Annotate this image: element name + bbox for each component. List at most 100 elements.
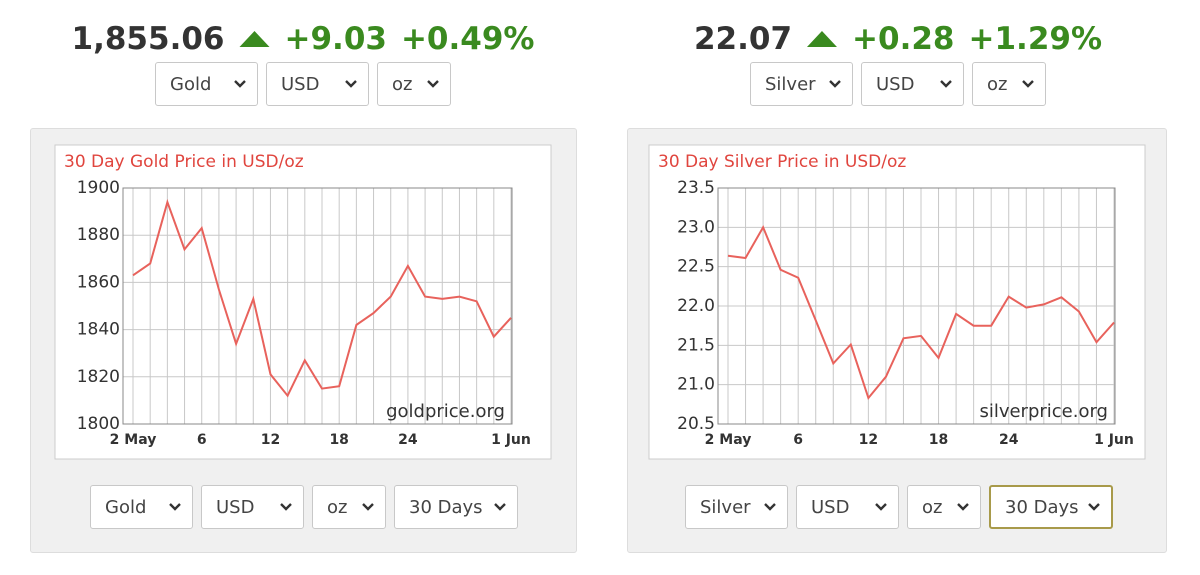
x-tick-label: 6	[793, 432, 803, 448]
chart-title: 30 Day Gold Price in USD/oz	[64, 152, 304, 172]
dropdown-label: USD	[876, 73, 915, 95]
chevron-path	[940, 80, 952, 88]
chevron	[957, 503, 969, 511]
dropdown-label: oz	[392, 73, 413, 95]
chevron-path	[362, 503, 374, 511]
chevron-path	[957, 503, 969, 511]
dropdown-label: oz	[987, 73, 1008, 95]
chevron	[940, 80, 952, 88]
chevron	[169, 503, 181, 511]
chart-title: 30 Day Silver Price in USD/oz	[658, 152, 906, 172]
up-arrow-shape	[807, 31, 838, 47]
dropdown-label: USD	[216, 496, 255, 518]
chevron-path	[345, 80, 357, 88]
chevron	[280, 503, 292, 511]
dropdown[interactable]: USD	[201, 485, 304, 529]
plot-border	[717, 187, 1116, 425]
change-percent: +0.49%	[400, 21, 535, 57]
dropdown[interactable]: Gold	[90, 485, 193, 529]
dropdown-label: oz	[922, 496, 943, 518]
y-tick-label: 1820	[77, 367, 120, 387]
change: +9.03	[284, 21, 387, 57]
x-tick-label: 1 Jun	[491, 432, 531, 448]
dropdown-label: 30 Days	[1005, 496, 1079, 518]
chevron-path	[280, 503, 292, 511]
x-tick-label: 12	[261, 432, 280, 448]
dropdown[interactable]: oz	[377, 62, 451, 106]
chevron	[494, 503, 506, 511]
dropdown-label: Gold	[170, 73, 212, 95]
y-tick-label: 23.0	[677, 217, 715, 237]
chevron	[362, 503, 374, 511]
dropdown[interactable]: USD	[861, 62, 964, 106]
x-tick-label: 1 Jun	[1094, 432, 1134, 448]
dropdown-label: USD	[281, 73, 320, 95]
y-tick-label: 1880	[77, 225, 120, 245]
x-tick-label: 18	[329, 432, 348, 448]
dropdown-label: Gold	[105, 496, 147, 518]
dropdown[interactable]: Silver	[685, 485, 788, 529]
watermark: silverprice.org	[979, 401, 1108, 422]
dropdown[interactable]: USD	[796, 485, 899, 529]
y-tick-label: 1900	[77, 178, 120, 198]
x-tick-label: 2 May	[110, 432, 157, 448]
up-arrow	[239, 31, 270, 47]
chevron	[1088, 503, 1100, 511]
x-tick-label: 24	[999, 432, 1019, 448]
y-tick-label: 20.5	[677, 414, 715, 434]
price: 22.07	[693, 21, 793, 57]
chevron	[875, 503, 887, 511]
dropdown[interactable]: oz	[312, 485, 386, 529]
dropdown[interactable]: oz	[972, 62, 1046, 106]
y-tick-label: 1800	[77, 414, 120, 434]
dropdown-label: oz	[327, 496, 348, 518]
chevron	[829, 80, 841, 88]
chevron-path	[494, 503, 506, 511]
chevron-path	[169, 503, 181, 511]
y-tick-label: 1840	[77, 320, 120, 340]
dropdown[interactable]: 30 Days	[989, 485, 1113, 529]
dropdown[interactable]: USD	[266, 62, 369, 106]
chevron	[764, 503, 776, 511]
y-tick-label: 21.5	[677, 335, 715, 355]
chevron	[345, 80, 357, 88]
dropdown[interactable]: 30 Days	[394, 485, 518, 529]
y-tick-label: 1860	[77, 272, 120, 292]
y-tick-label: 22.5	[677, 257, 715, 277]
watermark: goldprice.org	[386, 401, 505, 422]
y-tick-label: 21.0	[677, 375, 715, 395]
chevron-path	[764, 503, 776, 511]
change-percent: +1.29%	[968, 21, 1103, 57]
chevron-path	[875, 503, 887, 511]
x-tick-label: 6	[197, 432, 207, 448]
bottom-selects: Silver USD oz 30 Days	[685, 485, 1113, 529]
price-line	[727, 225, 1115, 401]
ticker-header: 22.07 +0.28 +1.29%	[694, 16, 1102, 62]
chevron-path	[1088, 503, 1100, 511]
x-tick-label: 12	[859, 432, 878, 448]
price: 1,855.06	[71, 21, 225, 57]
chevron	[427, 80, 439, 88]
dropdown[interactable]: oz	[907, 485, 981, 529]
dropdown[interactable]: Silver	[750, 62, 853, 106]
bottom-selects: Gold USD oz 30 Days	[90, 485, 518, 529]
dropdown-label: Silver	[700, 496, 751, 518]
chevron-path	[427, 80, 439, 88]
plot-border	[122, 187, 513, 425]
ticker-header: 1,855.06 +9.03 +0.49%	[72, 16, 535, 62]
y-tick-label: 22.0	[677, 296, 715, 316]
up-arrow-shape	[239, 31, 270, 47]
change: +0.28	[852, 21, 955, 57]
up-arrow	[807, 31, 838, 47]
y-tick-label: 23.5	[677, 178, 715, 198]
price-line	[132, 198, 512, 398]
plot-area	[123, 188, 512, 424]
chevron	[234, 80, 246, 88]
chevron	[1022, 80, 1034, 88]
dropdown-label: Silver	[765, 73, 816, 95]
dropdown[interactable]: Gold	[155, 62, 258, 106]
dropdown-label: 30 Days	[409, 496, 483, 518]
x-tick-label: 24	[398, 432, 418, 448]
